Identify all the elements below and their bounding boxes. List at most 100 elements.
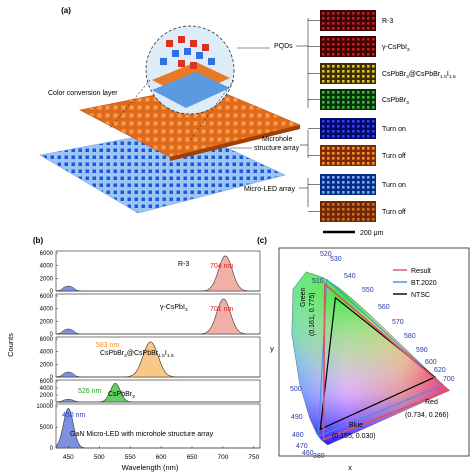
swatch-dot — [327, 176, 330, 179]
wavelength-label: 510 — [312, 278, 324, 285]
swatch-dot — [342, 70, 345, 73]
swatch-dot — [322, 147, 325, 150]
plate-side — [170, 125, 300, 161]
swatch-dot — [362, 213, 365, 216]
swatch-dot — [322, 162, 325, 165]
row-label: γ-CsPbI3 — [160, 304, 188, 313]
swatch-dot — [352, 53, 355, 56]
swatch-label-label: Turn off — [382, 153, 406, 160]
wavelength-label: 380 — [313, 453, 325, 460]
swatch-dot — [357, 101, 360, 104]
swatch-dot — [372, 96, 375, 99]
panel-b: (b) Counts Wavelength (nm) 0200040006000… — [6, 236, 261, 472]
swatch-dot — [362, 106, 365, 109]
red-coord: (0.734, 0.266) — [405, 412, 449, 419]
swatch-dot — [357, 162, 360, 165]
swatch-dot — [357, 106, 360, 109]
swatch-dot — [337, 208, 340, 211]
swatch-dot — [327, 218, 330, 221]
swatch-dot — [327, 162, 330, 165]
swatch-dot — [347, 65, 350, 68]
row-label-sub: 3 — [185, 307, 188, 313]
spectrum-row-4: 0 5000 10000 GaN Micro-LED with microhole s… — [36, 403, 261, 452]
swatch-label-sub: 3 — [406, 100, 409, 106]
swatch-dot — [337, 91, 340, 94]
swatch-dot — [332, 106, 335, 109]
swatch-dot — [352, 218, 355, 221]
swatch-dot — [347, 17, 350, 20]
swatch-dot — [327, 208, 330, 211]
swatch-dot — [337, 70, 340, 73]
swatch-dot — [322, 213, 325, 216]
swatch-6: Turn on — [308, 174, 406, 195]
swatch-dot — [342, 17, 345, 20]
blue-label: Blue — [349, 422, 363, 429]
swatch-label: Turn on — [382, 126, 406, 133]
swatch-dot — [342, 65, 345, 68]
swatch-dot — [372, 186, 375, 189]
swatch-label: Turn on — [382, 182, 406, 189]
swatch-dot — [342, 53, 345, 56]
swatch-dot — [352, 91, 355, 94]
swatch-dot — [357, 17, 360, 20]
swatch-dot — [337, 135, 340, 138]
swatch-dot — [332, 27, 335, 30]
color-conversion-layer-label: Color conversion layer — [48, 90, 118, 97]
swatch-dot — [357, 80, 360, 83]
swatch-dot — [357, 130, 360, 133]
swatch-dot — [322, 75, 325, 78]
swatch-dot — [332, 208, 335, 211]
swatch-dot — [367, 218, 370, 221]
swatch-dot — [362, 147, 365, 150]
swatch-dot — [342, 130, 345, 133]
swatch-dot — [342, 181, 345, 184]
swatch-dot — [322, 17, 325, 20]
row-label: CsPbBr3@CsPbBr1.5I1.5 — [100, 350, 174, 359]
swatch-dot — [347, 101, 350, 104]
swatch-dot — [367, 147, 370, 150]
swatch-dot — [372, 213, 375, 216]
swatch-dot — [327, 38, 330, 41]
swatch-dot — [337, 65, 340, 68]
ylabel-counts: Counts — [6, 333, 15, 357]
swatch-dot — [322, 22, 325, 25]
swatch-dot — [327, 120, 330, 123]
swatch-dot — [337, 17, 340, 20]
swatch-dot — [357, 191, 360, 194]
zoom-content — [152, 36, 230, 108]
swatch-dot — [357, 22, 360, 25]
swatch-dot — [372, 208, 375, 211]
swatch-dot — [322, 65, 325, 68]
swatch-dot — [352, 80, 355, 83]
swatch-dot — [367, 176, 370, 179]
swatch-dot — [347, 70, 350, 73]
swatch-dot — [322, 101, 325, 104]
swatch-image — [320, 174, 376, 195]
swatch-dot — [327, 135, 330, 138]
cie-locus-outline — [291, 271, 450, 446]
swatch-dot — [362, 152, 365, 155]
swatch-dot — [372, 91, 375, 94]
swatch-dot — [337, 218, 340, 221]
swatch-dot — [357, 38, 360, 41]
row-label-label: γ-CsPbI — [160, 304, 185, 311]
swatch-dot — [322, 48, 325, 51]
swatch-dot — [357, 70, 360, 73]
swatch-dot — [372, 27, 375, 30]
spectrum-row-0: 0 2000 4000 6000 R-3 704 nm — [40, 250, 261, 295]
wavelength-label: 500 — [290, 386, 302, 393]
swatch-label-sub3: 1.5 — [449, 74, 456, 80]
row-label: GaN Micro-LED with microhole structure a… — [70, 431, 214, 438]
wavelength-label: 540 — [344, 273, 356, 280]
swatch-dot — [372, 70, 375, 73]
wavelength-label: 560 — [378, 304, 390, 311]
swatch-dot — [342, 152, 345, 155]
swatch-dot — [322, 80, 325, 83]
swatch-dot — [322, 157, 325, 160]
swatch-1: γ-CsPbI3 — [308, 36, 410, 57]
row-label-label: R-3 — [178, 261, 189, 268]
swatch-label-label: Turn on — [382, 126, 406, 133]
wavelength-label: 460 — [302, 450, 314, 457]
